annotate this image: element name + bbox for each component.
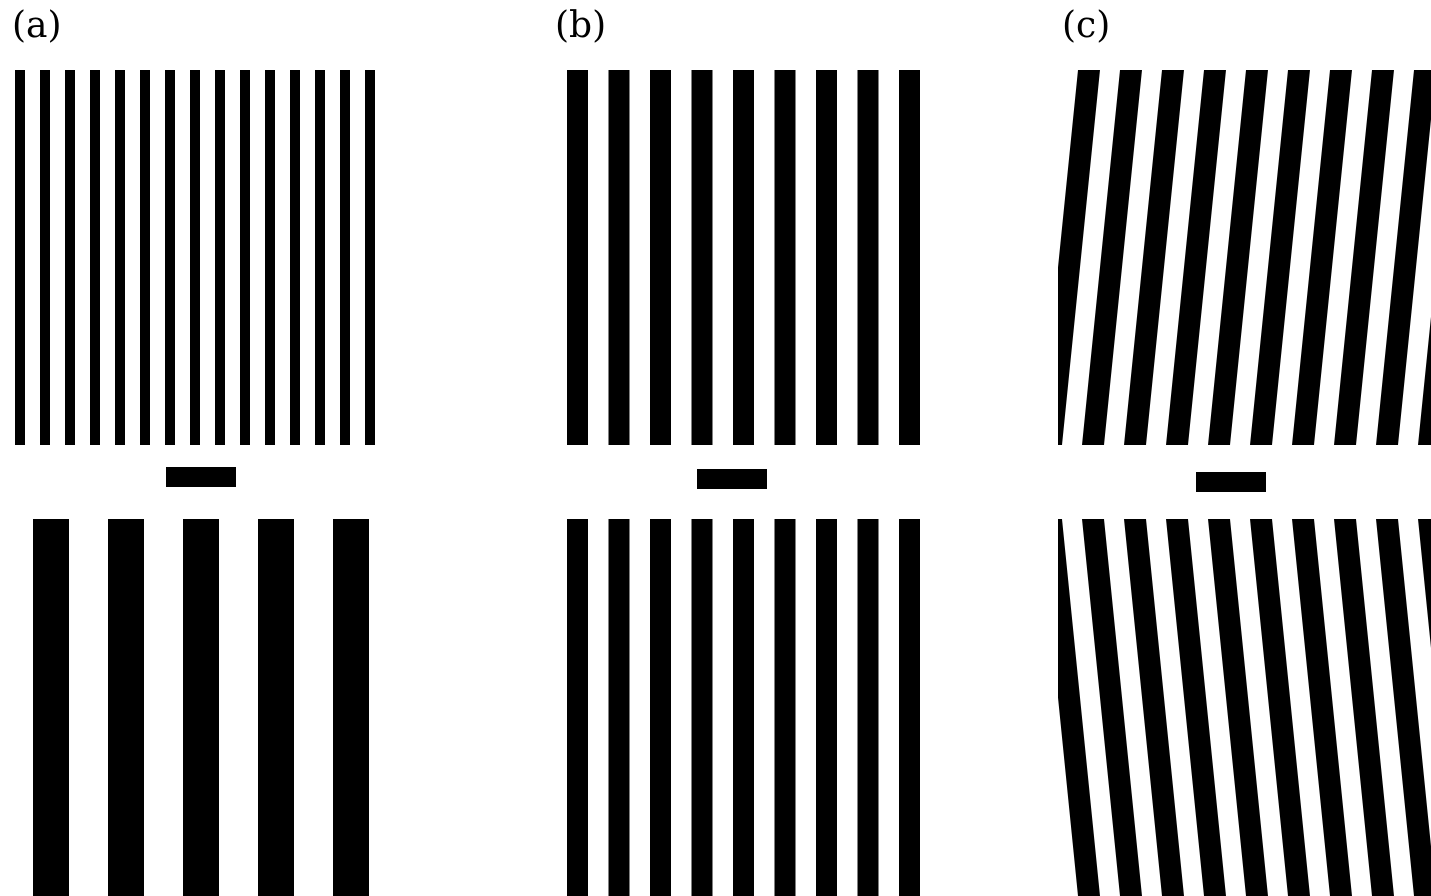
panel-a-bottom-stripe [258,519,294,896]
panel-b-bottom-stripe [816,519,837,896]
panel-a-top-stripe [165,70,175,445]
panel-a-bottom-stripe [183,519,219,896]
panel-b-top-stripe [774,70,796,445]
panel-a-bottom-grating [33,519,369,896]
panel-b [567,70,920,896]
panel-a-top-stripe [365,70,375,445]
panel-c-top-stripe [1376,70,1431,445]
panel-a [15,70,375,896]
panel-b-bottom-stripe [567,519,588,896]
panel-a-top-stripe [190,70,200,445]
panel-c-top-stripe [1058,70,1100,445]
panel-a-bottom-stripe [33,519,69,896]
panel-c-bottom-stripe [1334,519,1394,896]
panel-c-bottom-stripe [1292,519,1352,896]
panel-b-label: (b) [555,5,607,46]
panel-a-bottom-stripe [333,519,369,896]
panel-a-top-stripe [240,70,250,445]
panel-b-top-stripe [733,70,754,445]
panel-b-scale-bar [697,469,767,489]
panel-c-top-stripe [1334,70,1394,445]
panel-b-top-stripe [608,70,630,445]
panel-b-top-stripe [650,70,671,445]
panel-c [1058,70,1431,896]
panel-a-top-stripe [40,70,50,445]
panel-a-top-stripe [215,70,225,445]
panel-c-top-stripe [1250,70,1310,445]
panel-b-bottom-stripe [691,519,713,896]
panel-c-bottom-stripe [1376,519,1431,896]
panel-b-top-stripe [816,70,837,445]
panel-b-bottom-stripe [899,519,920,896]
panel-b-bottom-stripe [608,519,630,896]
panel-a-top-grating [15,70,375,445]
panel-c-bottom-stripe [1124,519,1184,896]
panel-c-bottom-stripe [1418,519,1431,648]
panel-c-label: (c) [1062,5,1111,46]
panel-c-top-stripe [1124,70,1184,445]
panel-c-bottom-stripe [1166,519,1226,896]
panel-b-bottom-stripe [857,519,879,896]
panel-a-top-stripe [315,70,325,445]
panel-a-top-stripe [290,70,300,445]
panel-b-top-grating [567,70,920,445]
panel-c-top-stripe [1418,316,1431,445]
panel-a-top-stripe [15,70,25,445]
panel-a-top-stripe [140,70,150,445]
panel-a-top-stripe [115,70,125,445]
panel-c-top-stripe [1208,70,1268,445]
panel-b-top-stripe [691,70,713,445]
panel-c-top-stripe [1082,70,1142,445]
panel-b-bottom-stripe [733,519,754,896]
panel-c-bottom-stripe [1208,519,1268,896]
panel-a-scale-bar [166,467,236,487]
panel-c-top-stripe [1292,70,1352,445]
panel-b-bottom-stripe [774,519,796,896]
panel-b-bottom-stripe [650,519,671,896]
panel-b-top-stripe [899,70,920,445]
panel-c-top-grating [1058,70,1431,445]
panel-a-top-stripe [265,70,275,445]
panel-b-top-stripe [567,70,588,445]
panel-a-top-stripe [340,70,350,445]
panel-c-bottom-stripe [1250,519,1310,896]
panel-c-bottom-stripe [1058,519,1100,896]
panel-a-top-stripe [90,70,100,445]
panel-a-top-stripe [65,70,75,445]
panel-c-bottom-grating [1058,519,1431,896]
panel-b-top-stripe [857,70,879,445]
panel-c-top-stripe [1166,70,1226,445]
panel-c-scale-bar [1196,472,1266,492]
panel-a-bottom-stripe [108,519,144,896]
panel-a-label: (a) [12,5,62,46]
panel-c-bottom-stripe [1082,519,1142,896]
panel-b-bottom-grating [567,519,920,896]
